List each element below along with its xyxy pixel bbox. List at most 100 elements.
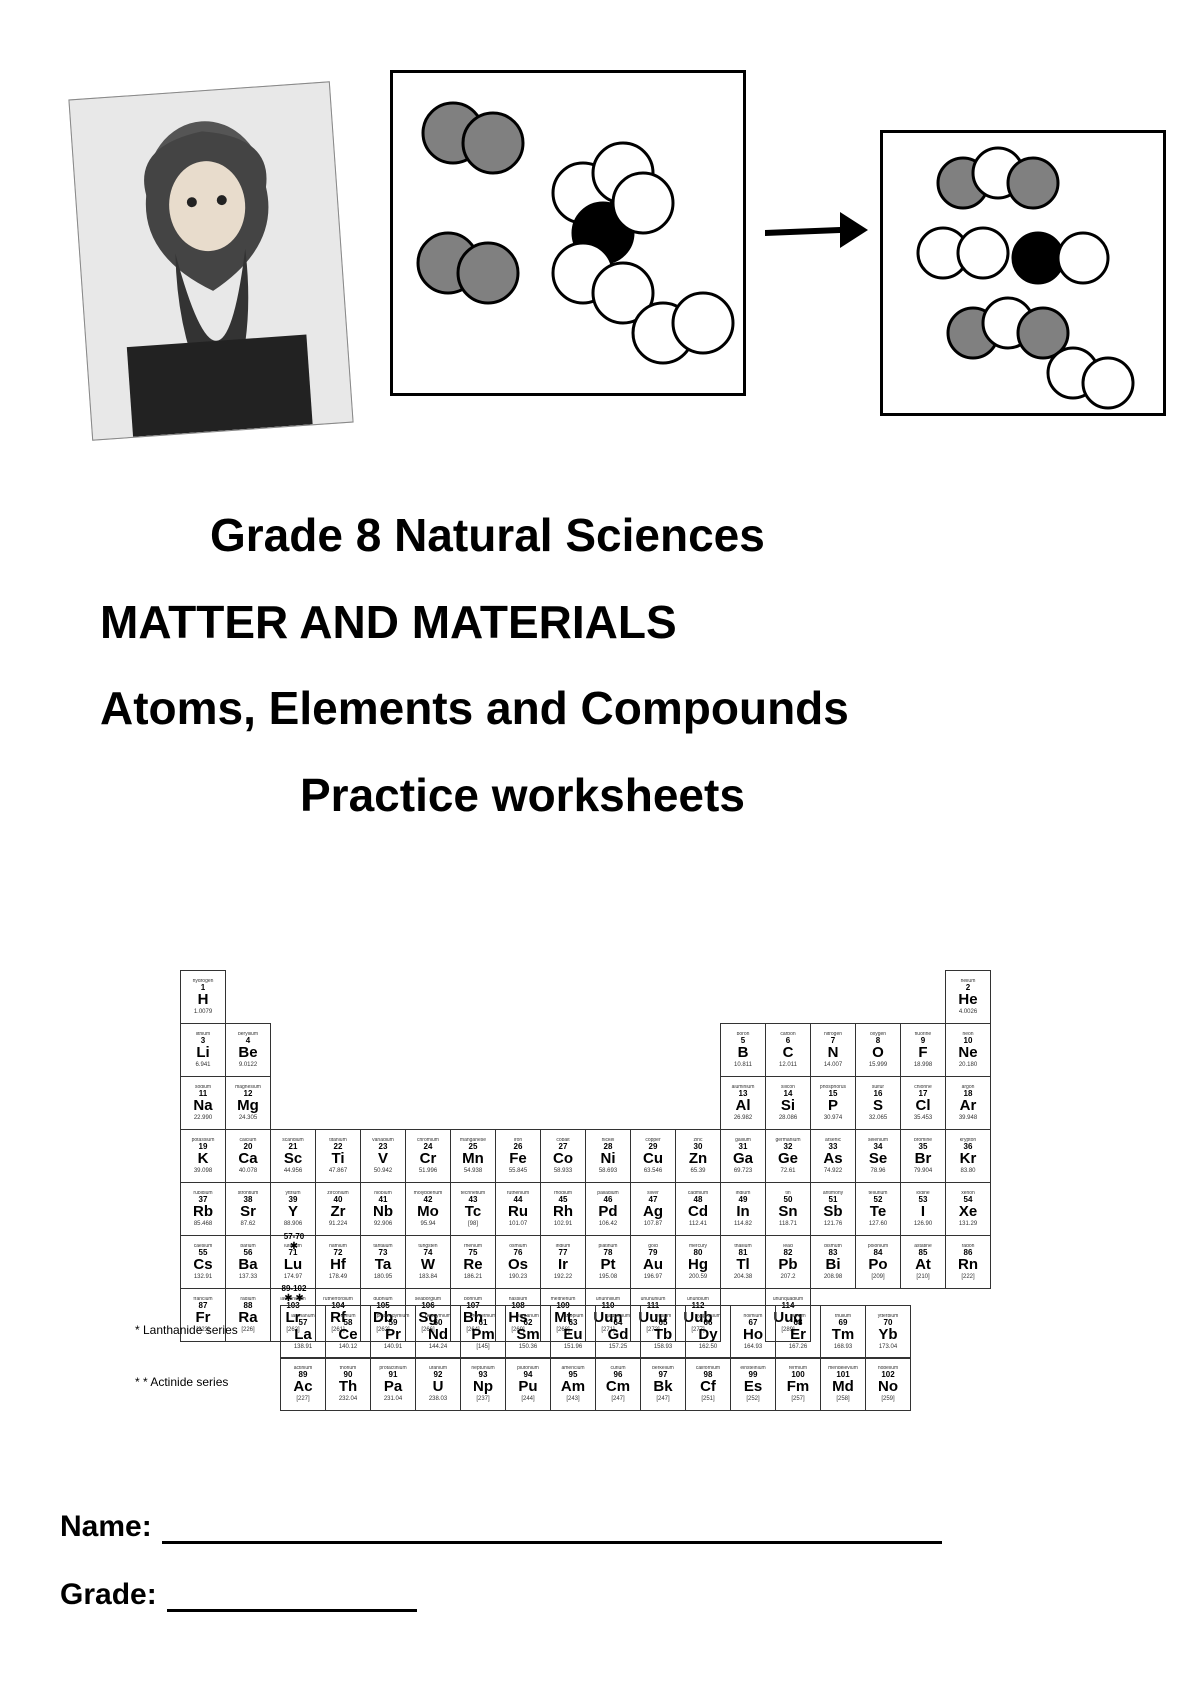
reaction-arrow-icon bbox=[760, 200, 870, 260]
element-cell: aluminium13Al26.982 bbox=[721, 1077, 766, 1130]
element-cell: barium56Ba137.33 bbox=[226, 1236, 271, 1289]
element-cell: tungsten74W183.84 bbox=[406, 1236, 451, 1289]
element-cell: berkelium97Bk[247] bbox=[641, 1358, 686, 1411]
element-cell: vanadium23V50.942 bbox=[361, 1130, 406, 1183]
element-cell: protactinium91Pa231.04 bbox=[371, 1358, 416, 1411]
element-cell: tantalum73Ta180.95 bbox=[361, 1236, 406, 1289]
element-cell: hydrogen1H1.0079 bbox=[181, 971, 226, 1024]
lanthanide-marker: 57-70✱ bbox=[272, 1232, 316, 1252]
element-cell: einsteinium99Es[252] bbox=[731, 1358, 776, 1411]
element-cell: silver47Ag107.87 bbox=[631, 1183, 676, 1236]
element-cell: ytterbium70Yb173.04 bbox=[866, 1306, 911, 1359]
molecule-diagram-before bbox=[390, 70, 746, 396]
periodic-table: hydrogen1H1.0079 helium2He4.0026 lithium3L… bbox=[180, 970, 1020, 1342]
element-cell: lithium3Li6.941 bbox=[181, 1024, 226, 1077]
element-cell: beryllium4Be9.0122 bbox=[226, 1024, 271, 1077]
element-cell: oxygen8O15.999 bbox=[856, 1024, 901, 1077]
element-cell: cerium58Ce140.12 bbox=[326, 1306, 371, 1359]
element-cell: neodymium60Nd144.24 bbox=[416, 1306, 461, 1359]
element-cell: antimony51Sb121.76 bbox=[811, 1183, 856, 1236]
element-cell: platinum78Pt195.08 bbox=[586, 1236, 631, 1289]
heading-topic: Atoms, Elements and Compounds bbox=[100, 683, 1100, 734]
element-cell: germanium32Ge72.61 bbox=[766, 1130, 811, 1183]
element-cell: xenon54Xe131.29 bbox=[946, 1183, 991, 1236]
element-cell: mendelevium101Md[258] bbox=[821, 1358, 866, 1411]
element-cell: mercury80Hg200.59 bbox=[676, 1236, 721, 1289]
element-cell: rubidium37Rb85.468 bbox=[181, 1183, 226, 1236]
molecule-diagram-after bbox=[880, 130, 1166, 416]
element-cell: carbon6C12.011 bbox=[766, 1024, 811, 1077]
name-input-line[interactable] bbox=[162, 1513, 942, 1544]
heading-grade: Grade 8 Natural Sciences bbox=[100, 510, 1100, 561]
element-cell: iron26Fe55.845 bbox=[496, 1130, 541, 1183]
element-cell: gold79Au196.97 bbox=[631, 1236, 676, 1289]
mendeleev-portrait bbox=[68, 81, 353, 440]
element-cell: niobium41Nb92.906 bbox=[361, 1183, 406, 1236]
element-cell: technetium43Tc[98] bbox=[451, 1183, 496, 1236]
element-cell: fluorine9F18.998 bbox=[901, 1024, 946, 1077]
element-cell: gadolinium64Gd157.25 bbox=[596, 1306, 641, 1359]
element-cell: thulium69Tm168.93 bbox=[821, 1306, 866, 1359]
heading-type: Practice worksheets bbox=[100, 770, 1100, 821]
element-cell: plutonium94Pu[244] bbox=[506, 1358, 551, 1411]
element-cell: potassium19K39.098 bbox=[181, 1130, 226, 1183]
element-cell: promethium61Pm[145] bbox=[461, 1306, 506, 1359]
element-cell: boron5B10.811 bbox=[721, 1024, 766, 1077]
element-cell: rhenium75Re186.21 bbox=[451, 1236, 496, 1289]
element-cell: californium98Cf[251] bbox=[686, 1358, 731, 1411]
element-cell: manganese25Mn54.938 bbox=[451, 1130, 496, 1183]
grade-input-line[interactable] bbox=[167, 1581, 417, 1612]
name-line: Name: bbox=[60, 1510, 1140, 1544]
element-cell: indium49In114.82 bbox=[721, 1183, 766, 1236]
element-cell: neon10Ne20.180 bbox=[946, 1024, 991, 1077]
headings-block: Grade 8 Natural Sciences MATTER AND MATE… bbox=[100, 510, 1100, 856]
actinide-label: * * Actinide series bbox=[135, 1375, 228, 1389]
element-cell: hafnium72Hf178.49 bbox=[316, 1236, 361, 1289]
element-cell: bromine35Br79.904 bbox=[901, 1130, 946, 1183]
element-cell: selenium34Se78.96 bbox=[856, 1130, 901, 1183]
element-cell: yttrium39Y88.906 bbox=[271, 1183, 316, 1236]
element-cell: osmium76Os190.23 bbox=[496, 1236, 541, 1289]
element-cell: actinium89Ac[227] bbox=[281, 1358, 326, 1411]
element-cell: lead82Pb207.2 bbox=[766, 1236, 811, 1289]
element-cell: nitrogen7N14.007 bbox=[811, 1024, 856, 1077]
element-cell: thallium81Tl204.38 bbox=[721, 1236, 766, 1289]
element-cell: cadmium48Cd112.41 bbox=[676, 1183, 721, 1236]
element-cell: strontium38Sr87.62 bbox=[226, 1183, 271, 1236]
element-cell: zinc30Zn65.39 bbox=[676, 1130, 721, 1183]
element-cell: scandium21Sc44.956 bbox=[271, 1130, 316, 1183]
element-cell: helium2He4.0026 bbox=[946, 971, 991, 1024]
element-cell: iodine53I126.90 bbox=[901, 1183, 946, 1236]
element-cell: tellurium52Te127.60 bbox=[856, 1183, 901, 1236]
element-cell: fermium100Fm[257] bbox=[776, 1358, 821, 1411]
element-cell: lanthanum57La138.91 bbox=[281, 1306, 326, 1359]
form-area: Name: Grade: bbox=[60, 1510, 1140, 1646]
element-cell: uranium92U238.03 bbox=[416, 1358, 461, 1411]
element-cell: europium63Eu151.96 bbox=[551, 1306, 596, 1359]
heading-unit: MATTER AND MATERIALS bbox=[100, 597, 1100, 648]
name-label: Name: bbox=[60, 1510, 152, 1544]
element-cell: gallium31Ga69.723 bbox=[721, 1130, 766, 1183]
top-image-row bbox=[80, 70, 1120, 470]
element-cell: neptunium93Np[237] bbox=[461, 1358, 506, 1411]
element-cell: zirconium40Zr91.224 bbox=[316, 1183, 361, 1236]
element-cell: chromium24Cr51.996 bbox=[406, 1130, 451, 1183]
element-cell: rhodium45Rh102.91 bbox=[541, 1183, 586, 1236]
actinide-marker: 89-102✱ ✱ bbox=[272, 1284, 316, 1304]
worksheet-page: Grade 8 Natural Sciences MATTER AND MATE… bbox=[0, 0, 1200, 1697]
element-cell: cobalt27Co58.933 bbox=[541, 1130, 586, 1183]
element-cell: calcium20Ca40.078 bbox=[226, 1130, 271, 1183]
element-cell: radon86Rn[222] bbox=[946, 1236, 991, 1289]
element-cell: nickel28Ni58.693 bbox=[586, 1130, 631, 1183]
element-cell: erbium68Er167.26 bbox=[776, 1306, 821, 1359]
element-cell: dysprosium66Dy162.50 bbox=[686, 1306, 731, 1359]
element-cell: iridium77Ir192.22 bbox=[541, 1236, 586, 1289]
element-cell: krypton36Kr83.80 bbox=[946, 1130, 991, 1183]
element-cell: curium96Cm[247] bbox=[596, 1358, 641, 1411]
element-cell: phosphorus15P30.974 bbox=[811, 1077, 856, 1130]
element-cell: ruthenium44Ru101.07 bbox=[496, 1183, 541, 1236]
element-cell: astatine85At[210] bbox=[901, 1236, 946, 1289]
element-cell: thorium90Th232.04 bbox=[326, 1358, 371, 1411]
element-cell: nobelium102No[259] bbox=[866, 1358, 911, 1411]
element-cell: arsenic33As74.922 bbox=[811, 1130, 856, 1183]
